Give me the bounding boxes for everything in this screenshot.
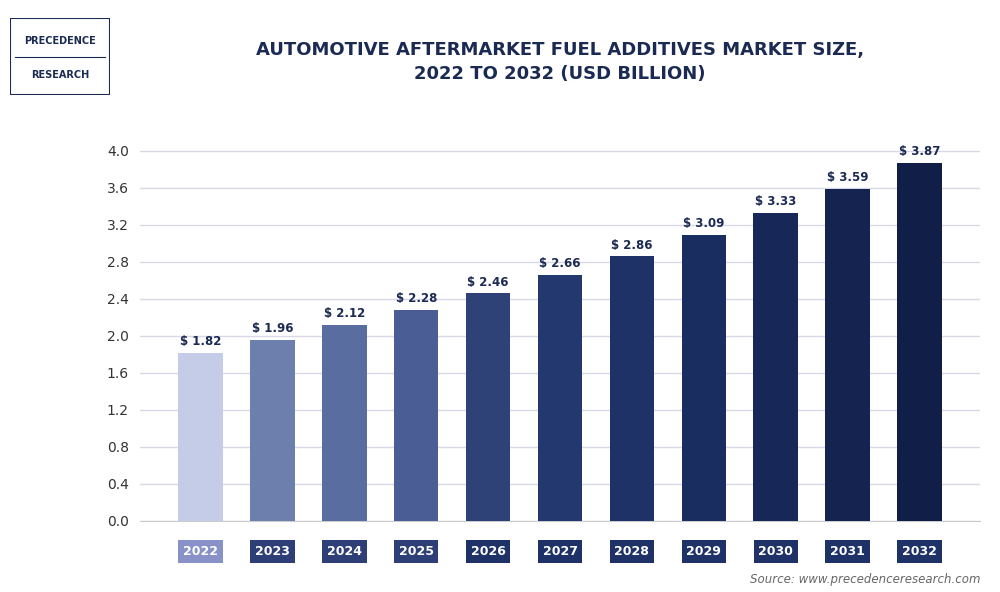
- Text: 2029: 2029: [686, 545, 721, 558]
- Text: Source: www.precedenceresearch.com: Source: www.precedenceresearch.com: [750, 573, 980, 586]
- Bar: [394, 310, 438, 521]
- Bar: [682, 235, 726, 521]
- Text: $ 3.59: $ 3.59: [827, 171, 868, 184]
- Text: 2031: 2031: [830, 545, 865, 558]
- Text: 2027: 2027: [542, 545, 578, 558]
- Bar: [538, 275, 582, 521]
- Bar: [250, 340, 295, 521]
- Text: $ 3.87: $ 3.87: [899, 145, 940, 158]
- Text: 2024: 2024: [327, 545, 362, 558]
- Text: 2022: 2022: [183, 545, 218, 558]
- Text: $ 1.96: $ 1.96: [252, 322, 293, 335]
- Text: $ 2.12: $ 2.12: [324, 307, 365, 320]
- Text: $ 3.09: $ 3.09: [683, 217, 724, 230]
- Text: RESEARCH: RESEARCH: [31, 70, 89, 81]
- Text: $ 2.28: $ 2.28: [396, 292, 437, 305]
- Text: 2030: 2030: [758, 545, 793, 558]
- Text: 2026: 2026: [471, 545, 506, 558]
- FancyBboxPatch shape: [10, 18, 110, 95]
- Text: $ 1.82: $ 1.82: [180, 335, 221, 348]
- Text: $ 2.66: $ 2.66: [539, 257, 581, 270]
- Text: $ 2.86: $ 2.86: [611, 239, 653, 252]
- Text: 2032: 2032: [902, 545, 937, 558]
- Text: 2025: 2025: [399, 545, 434, 558]
- Text: $ 2.46: $ 2.46: [467, 276, 509, 289]
- Bar: [178, 352, 223, 521]
- Text: 2023: 2023: [255, 545, 290, 558]
- Text: 2028: 2028: [614, 545, 649, 558]
- Bar: [466, 293, 510, 521]
- Text: AUTOMOTIVE AFTERMARKET FUEL ADDITIVES MARKET SIZE,
2022 TO 2032 (USD BILLION): AUTOMOTIVE AFTERMARKET FUEL ADDITIVES MA…: [256, 41, 864, 83]
- Bar: [825, 189, 870, 521]
- Bar: [322, 325, 367, 521]
- Bar: [897, 163, 942, 521]
- Bar: [753, 213, 798, 521]
- Bar: [610, 256, 654, 521]
- Text: $ 3.33: $ 3.33: [755, 195, 796, 208]
- Text: PRECEDENCE: PRECEDENCE: [24, 36, 96, 46]
